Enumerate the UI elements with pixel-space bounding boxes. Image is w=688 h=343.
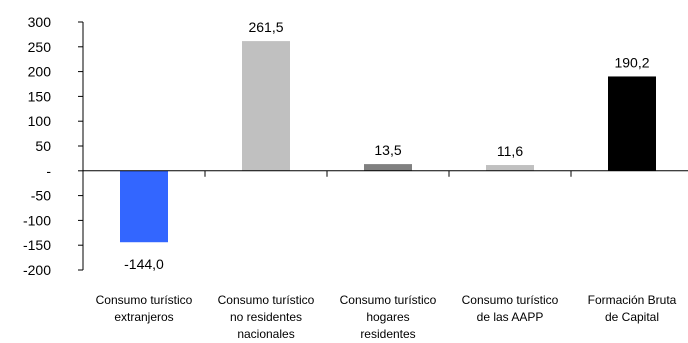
bar (242, 41, 290, 171)
y-tick-label: -200 (23, 262, 51, 278)
x-tick-label-line: de Capital (605, 310, 659, 324)
x-tick-label-line: Consumo turístico (218, 293, 315, 307)
y-tick-label: - (46, 163, 51, 179)
x-tick-label: Consumo turístico hogares residentes (340, 293, 437, 341)
y-tick-label: 300 (28, 14, 52, 30)
x-axis (83, 170, 688, 177)
bar (120, 170, 168, 243)
y-tick-label: 100 (28, 113, 52, 129)
x-tick-label: Consumo turístico extranjeros (96, 293, 193, 324)
y-tick-label: -100 (23, 212, 51, 228)
data-labels: -144,0 261,5 13,5 11,6 190,2 (124, 19, 650, 272)
x-tick-label-line: Consumo turístico (462, 293, 559, 307)
x-tick-label-line: hogares (366, 310, 409, 324)
y-axis: 300 250 200 150 100 50 - -50 -100 -150 -200 (23, 14, 84, 278)
bar (364, 164, 412, 171)
data-label: 13,5 (374, 142, 401, 158)
x-tick-label-line: Formación Bruta (588, 293, 677, 307)
y-tick-label: -150 (23, 237, 51, 253)
x-tick-label: Formación Bruta de Capital (588, 293, 677, 324)
x-tick-label: Consumo turístico de las AAPP (462, 293, 559, 324)
y-tick-label: 200 (28, 64, 52, 80)
y-tick-label: 50 (35, 138, 51, 154)
x-tick-label-line: extranjeros (114, 310, 173, 324)
data-label: 190,2 (614, 54, 649, 70)
bars (120, 41, 656, 243)
x-tick-label-line: Consumo turístico (96, 293, 193, 307)
data-label: -144,0 (124, 256, 164, 272)
data-label: 11,6 (497, 143, 523, 159)
x-tick-label-line: de las AAPP (477, 310, 544, 324)
x-tick-label-line: nacionales (237, 327, 294, 341)
bar (486, 165, 534, 171)
y-tick-label: 150 (28, 88, 52, 104)
bar (608, 76, 656, 171)
y-tick-label: 250 (28, 39, 52, 55)
x-tick-label-line: no residentes (230, 310, 302, 324)
x-tick-label: Consumo turístico no residentes nacionales (218, 293, 315, 341)
x-tick-label-line: Consumo turístico (340, 293, 437, 307)
y-tick-label: -50 (31, 188, 51, 204)
x-tick-label-line: residentes (360, 327, 415, 341)
data-label: 261,5 (248, 19, 283, 35)
